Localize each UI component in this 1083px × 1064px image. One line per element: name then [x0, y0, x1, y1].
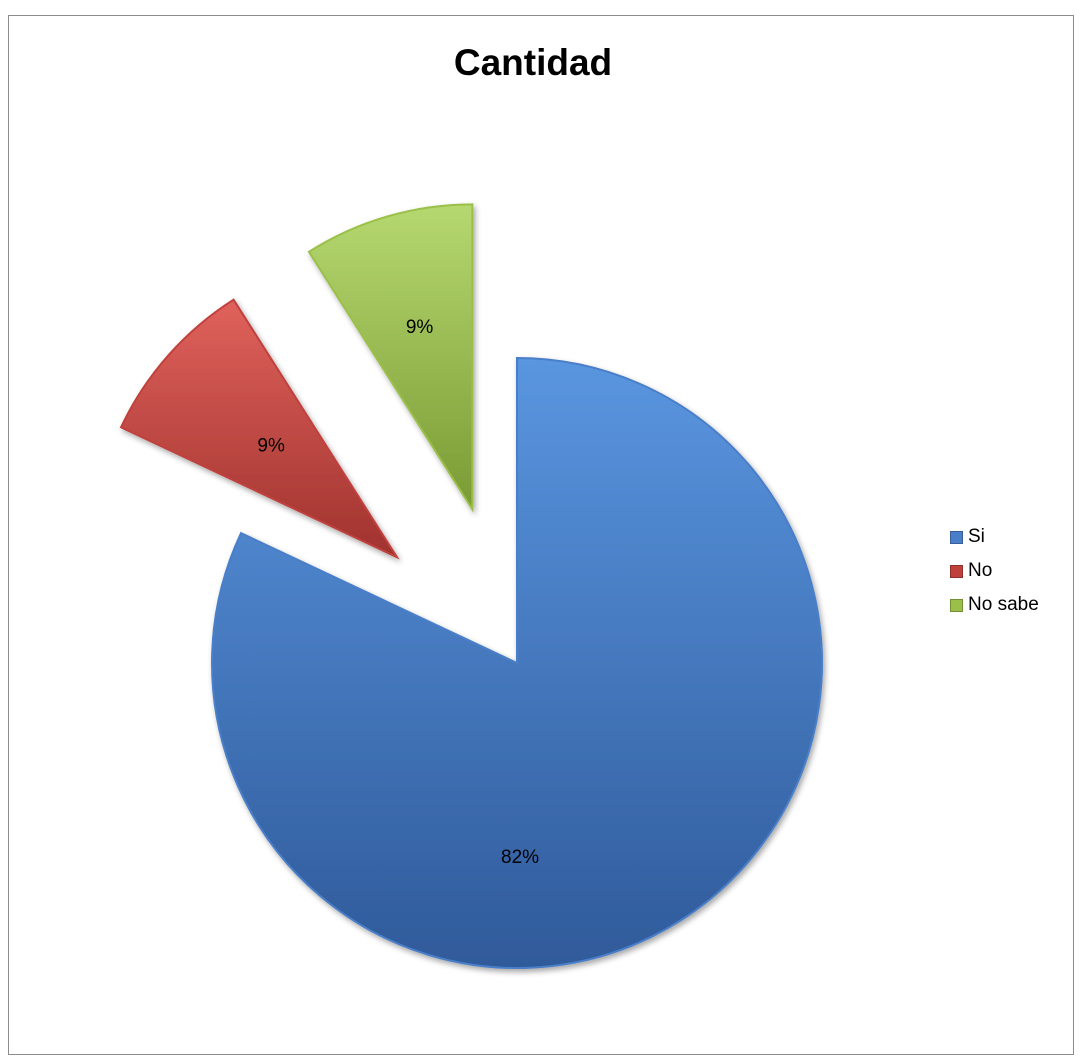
slice-label-no-sabe: 9%: [406, 317, 434, 338]
legend-swatch-no: [950, 564, 963, 578]
legend: Si No No sabe: [950, 520, 1039, 622]
legend-label-no-sabe: No sabe: [968, 594, 1039, 615]
slice-no: [119, 298, 400, 560]
legend-item-no-sabe: No sabe: [950, 588, 1039, 622]
legend-swatch-si: [950, 530, 963, 544]
slice-si: [211, 356, 823, 969]
legend-label-no: No: [968, 560, 993, 581]
slice-label-no: 9%: [257, 435, 285, 456]
legend-item-no: No: [950, 554, 1039, 588]
chart-title: Cantidad: [453, 42, 613, 83]
legend-item-si: Si: [950, 520, 1039, 554]
legend-label-si: Si: [968, 526, 985, 547]
slice-label-si: 82%: [501, 847, 539, 868]
slice-no-sabe: [307, 203, 474, 513]
legend-swatch-no-sabe: [950, 598, 963, 612]
